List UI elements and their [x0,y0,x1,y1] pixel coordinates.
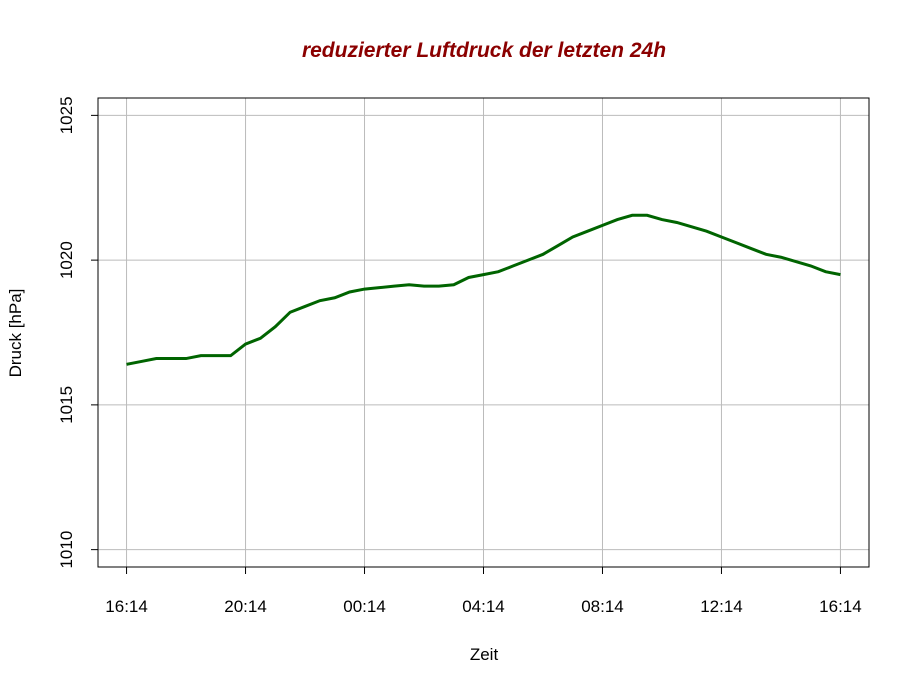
y-tick-label: 1015 [57,386,76,424]
x-tick-label: 12:14 [700,597,743,616]
plot-frame [97,97,870,568]
x-tick-label: 16:14 [105,597,148,616]
x-tick-label: 16:14 [819,597,862,616]
y-tick-label: 1010 [57,531,76,569]
x-axis-label: Zeit [470,645,499,664]
x-tick-label: 08:14 [581,597,624,616]
x-tick-label: 00:14 [343,597,386,616]
x-tick-label: 20:14 [224,597,267,616]
chart-title: reduzierter Luftdruck der letzten 24h [302,39,666,62]
y-tick-label: 1025 [57,96,76,134]
y-axis-label: Druck [hPa] [6,289,25,378]
data-line [126,213,841,366]
x-tick-label: 04:14 [462,597,505,616]
y-tick-label: 1020 [57,241,76,279]
